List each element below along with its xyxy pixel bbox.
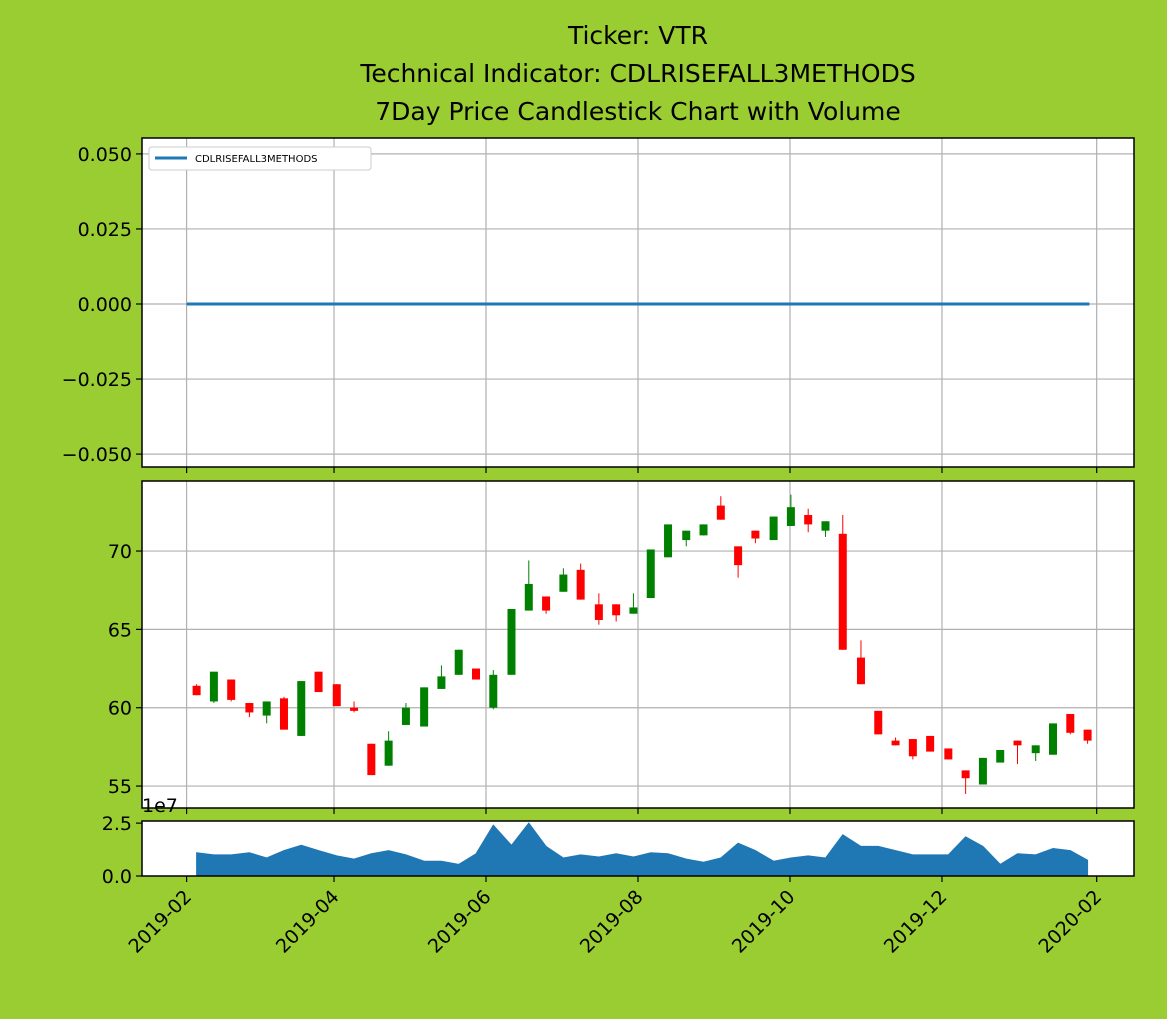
candle-body [227, 679, 236, 700]
candle-body [664, 524, 673, 558]
candle-body [908, 739, 917, 757]
candle-body [209, 671, 218, 702]
candle-body [576, 569, 585, 600]
candle-body [1066, 713, 1075, 733]
y-tick-label: 65 [108, 619, 132, 641]
candle-body [384, 740, 393, 766]
y-tick-label: 70 [108, 541, 132, 563]
y-tick-label: −0.050 [62, 444, 132, 466]
candle-body [926, 735, 935, 752]
candle-body [350, 707, 359, 711]
candle-body [489, 674, 498, 708]
candle-body [1013, 740, 1022, 746]
x-tick-label: 2019-12 [880, 886, 952, 958]
legend-label: CDLRISEFALL3METHODS [195, 154, 318, 165]
title-line: Technical Indicator: CDLRISEFALL3METHODS [359, 59, 915, 88]
plot-frame [141, 480, 1135, 809]
candle-body [874, 710, 883, 735]
candle-body [699, 524, 708, 536]
candle-body [192, 685, 201, 696]
candle-body [804, 515, 813, 525]
plot-frame [141, 820, 1135, 877]
x-tick-label: 2019-10 [728, 886, 800, 958]
candle-body [437, 676, 446, 689]
y-tick-label: 0.000 [78, 294, 132, 316]
candle-body [961, 770, 970, 779]
candle-body [786, 507, 795, 526]
candle-body [734, 546, 743, 566]
y-tick-label: 55 [108, 776, 132, 798]
candle-body [559, 574, 568, 592]
candle-body [332, 684, 341, 707]
candle-body [716, 505, 725, 520]
candle-body [1031, 745, 1040, 754]
candle-body [682, 530, 691, 541]
candle-body [944, 748, 953, 760]
title-line: 7Day Price Candlestick Chart with Volume [375, 97, 901, 126]
candle-body [838, 533, 847, 650]
candle-body [594, 604, 603, 620]
candle-body [420, 687, 429, 727]
title-line: Ticker: VTR [567, 21, 708, 50]
x-tick-label: 2019-02 [124, 886, 196, 958]
candle-body [612, 604, 621, 616]
x-tick-label: 2019-06 [424, 886, 496, 958]
y-tick-label: 60 [108, 698, 132, 720]
candle-body [314, 671, 323, 693]
legend-box [148, 146, 372, 171]
y-tick-label: −0.025 [62, 369, 132, 391]
candle-body [751, 530, 760, 539]
candle-body [279, 698, 288, 730]
volume-area [196, 822, 1089, 877]
candle-body [996, 750, 1005, 763]
candle-body [367, 743, 376, 776]
candle-body [769, 516, 778, 541]
y-tick-label: 0.025 [78, 219, 132, 241]
candle-body [472, 668, 481, 680]
candle-body [245, 703, 254, 713]
candle-body [891, 740, 900, 746]
candle-body [1049, 723, 1058, 755]
candle-body [821, 521, 830, 531]
candle-body [507, 609, 516, 675]
y-tick-label: 0.0 [102, 866, 132, 888]
candle-body [262, 701, 271, 716]
candle-body [1083, 729, 1092, 741]
candle-body [856, 657, 865, 685]
candle-body [297, 681, 306, 736]
candle-body [401, 707, 410, 725]
y-tick-label: 0.050 [78, 144, 132, 166]
x-tick-label: 2019-08 [576, 886, 648, 958]
candle-body [542, 596, 551, 611]
candle-body [978, 757, 987, 785]
candle-body [629, 607, 638, 614]
y-offset-label: 1e7 [142, 795, 178, 817]
candle-body [646, 549, 655, 599]
x-tick-label: 2019-04 [272, 886, 344, 958]
candle-body [454, 649, 463, 675]
candle-body [524, 583, 533, 611]
x-tick-label: 2020-02 [1035, 886, 1107, 958]
y-tick-label: 2.5 [102, 813, 132, 835]
plot-frame [141, 137, 1135, 468]
